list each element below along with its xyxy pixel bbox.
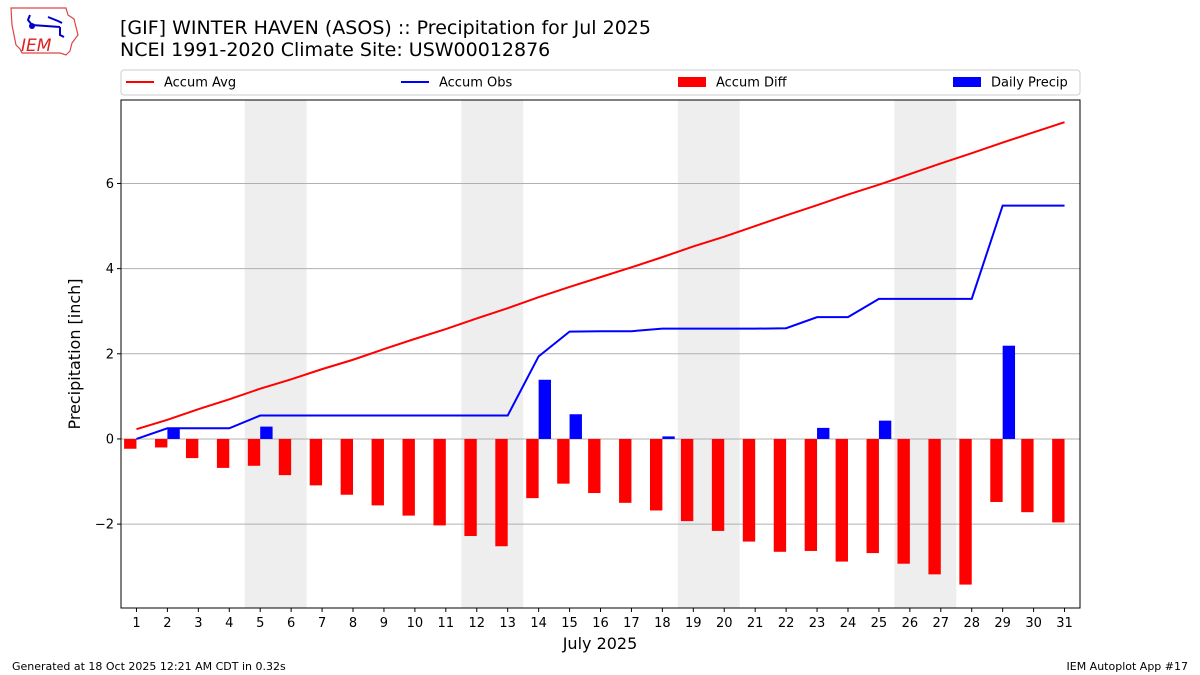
x-tick-label: 8 xyxy=(349,616,357,631)
daily-precip-bar xyxy=(878,420,892,439)
accum-diff-bar xyxy=(464,438,477,537)
y-tick-label: 6 xyxy=(106,177,114,192)
x-tick-label: 26 xyxy=(902,616,919,631)
title-line-2: NCEI 1991-2020 Climate Site: USW00012876 xyxy=(120,39,551,61)
legend-label: Daily Precip xyxy=(991,76,1068,91)
daily-precip-bar xyxy=(569,414,582,439)
accum-diff-bar xyxy=(526,438,539,499)
accum-diff-bar xyxy=(124,438,137,449)
accum-diff-bar xyxy=(371,438,384,506)
x-tick-label: 12 xyxy=(468,616,485,631)
x-tick-label: 28 xyxy=(963,616,980,631)
x-tick-label: 5 xyxy=(256,616,264,631)
x-tick-label: 30 xyxy=(1025,616,1042,631)
title-line-1: [GIF] WINTER HAVEN (ASOS) :: Precipitati… xyxy=(120,17,651,39)
x-tick-label: 10 xyxy=(407,616,424,631)
accum-diff-bar xyxy=(557,438,570,484)
app-label: IEM Autoplot App #17 xyxy=(1066,660,1189,673)
x-axis-label: July 2025 xyxy=(562,634,638,653)
accum-diff-bar xyxy=(711,438,725,531)
chart-title: [GIF] WINTER HAVEN (ASOS) :: Precipitati… xyxy=(120,17,651,61)
x-tick-label: 27 xyxy=(933,616,950,631)
generated-timestamp: Generated at 18 Oct 2025 12:21 AM CDT in… xyxy=(12,660,286,673)
legend-label: Accum Diff xyxy=(716,76,788,91)
legend-label: Accum Avg xyxy=(164,76,236,91)
y-tick-label: −2 xyxy=(95,518,114,533)
accum-diff-bar xyxy=(928,438,941,575)
accum-diff-bar xyxy=(495,438,508,547)
x-tick-label: 1 xyxy=(132,616,140,631)
y-tick-label: 0 xyxy=(106,432,114,447)
x-tick-label: 2 xyxy=(163,616,171,631)
x-tick-label: 20 xyxy=(716,616,733,631)
x-tick-label: 6 xyxy=(287,616,295,631)
x-tick-label: 24 xyxy=(840,616,857,631)
accum-diff-bar xyxy=(959,438,972,585)
accum-diff-bar xyxy=(340,438,354,495)
daily-precip-bar xyxy=(817,427,830,439)
accum-diff-bar xyxy=(619,438,632,503)
x-tick-label: 21 xyxy=(747,616,764,631)
accum-diff-bar xyxy=(247,438,261,466)
accum-diff-bar xyxy=(402,438,415,516)
x-tick-label: 13 xyxy=(499,616,516,631)
x-tick-label: 14 xyxy=(530,616,547,631)
accum-diff-bar xyxy=(216,438,230,468)
daily-precip-bar xyxy=(167,428,180,439)
x-tick-label: 31 xyxy=(1056,616,1073,631)
x-tick-label: 9 xyxy=(380,616,388,631)
accum-diff-bar xyxy=(804,438,818,551)
accum-diff-bar xyxy=(897,438,910,564)
x-tick-label: 15 xyxy=(561,616,578,631)
x-tick-label: 7 xyxy=(318,616,326,631)
x-tick-label: 23 xyxy=(809,616,826,631)
accum-diff-bar xyxy=(278,438,292,476)
accum-diff-bar xyxy=(742,438,756,542)
accum-diff-bar xyxy=(773,438,787,552)
x-tick-label: 3 xyxy=(194,616,202,631)
logo: IEM xyxy=(8,5,80,59)
accum-diff-bar xyxy=(649,438,663,511)
x-tick-label: 18 xyxy=(654,616,671,631)
legend-swatch xyxy=(678,77,706,87)
daily-precip-bar xyxy=(1002,345,1016,439)
legend-swatch xyxy=(953,77,981,87)
x-tick-label: 11 xyxy=(438,616,455,631)
daily-precip-bar xyxy=(260,426,273,439)
x-tick-label: 25 xyxy=(871,616,888,631)
daily-precip-bar xyxy=(538,379,552,439)
accum-diff-bar xyxy=(309,438,323,486)
accum-diff-bar xyxy=(433,438,446,526)
y-tick-label: 2 xyxy=(106,347,114,362)
x-tick-label: 16 xyxy=(592,616,609,631)
y-tick-label: 4 xyxy=(106,262,114,277)
y-axis-label: Precipitation [inch] xyxy=(65,278,84,429)
accum-diff-bar xyxy=(990,438,1003,502)
accum-diff-bar xyxy=(1052,438,1065,523)
x-tick-label: 19 xyxy=(685,616,702,631)
accum-diff-bar xyxy=(680,438,694,522)
legend: Accum Avg Accum Obs Accum Diff Daily Precip xyxy=(120,69,1081,96)
daily-precip-bar xyxy=(662,436,675,439)
x-tick-label: 22 xyxy=(778,616,795,631)
accum-avg-line xyxy=(136,121,1065,431)
accum-obs-line xyxy=(136,204,1065,440)
x-tick-label: 29 xyxy=(994,616,1011,631)
accum-diff-bar xyxy=(588,438,601,494)
x-tick-label: 4 xyxy=(225,616,233,631)
accum-diff-bar xyxy=(835,438,848,562)
accum-diff-bar xyxy=(155,438,168,448)
accum-diff-bar xyxy=(1021,438,1034,513)
accum-diff-bar xyxy=(185,438,199,459)
legend-label: Accum Obs xyxy=(439,76,512,91)
accum-diff-bar xyxy=(866,438,879,554)
x-tick-label: 17 xyxy=(623,616,640,631)
logo-text: IEM xyxy=(21,36,52,56)
